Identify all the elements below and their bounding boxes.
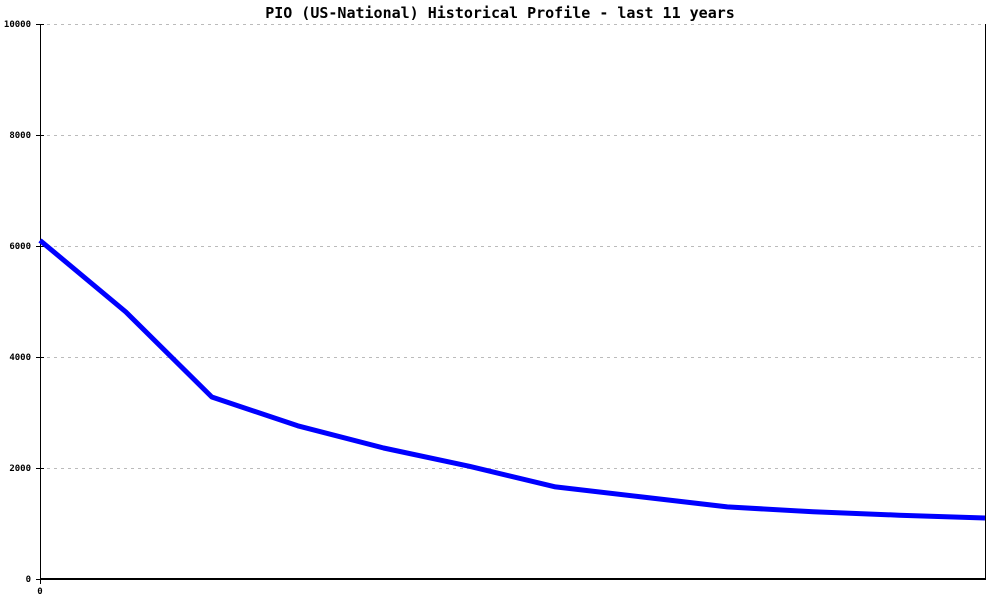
- data-line-pio-us-national-: [38, 238, 986, 521]
- y-tick-label: 4000: [9, 353, 31, 363]
- x-tick-label: 0: [37, 587, 42, 597]
- y-tick-label: 6000: [9, 242, 31, 252]
- chart-title: PIO (US-National) Historical Profile - l…: [265, 4, 735, 22]
- y-tick-label: 8000: [9, 131, 31, 141]
- y-tick-label: 0: [26, 575, 31, 585]
- y-tick-label: 2000: [9, 464, 31, 474]
- y-tick-label: 10000: [4, 20, 31, 30]
